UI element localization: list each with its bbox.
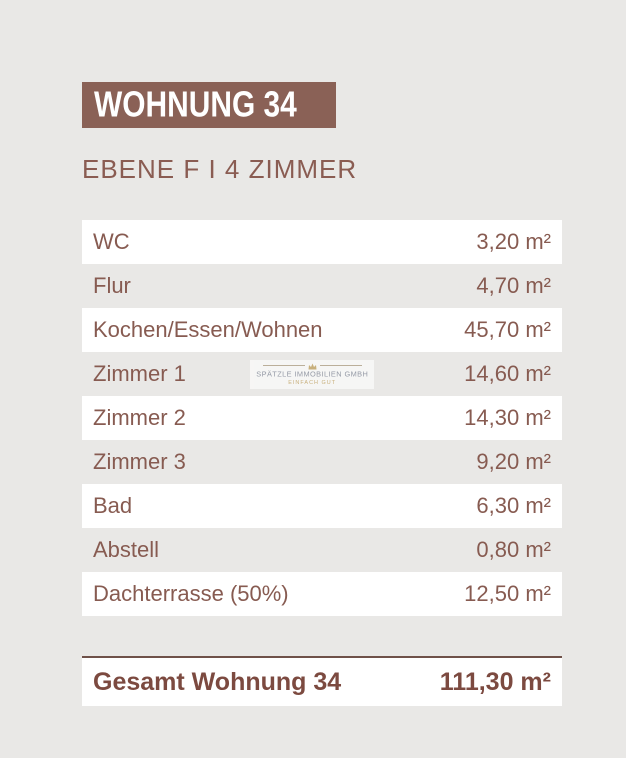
total-area-value: 111,30 m² xyxy=(439,667,551,696)
room-area-value: 4,70 m² xyxy=(476,273,551,298)
apartment-subtitle: EBENE F I 4 ZIMMER xyxy=(82,154,358,184)
room-area-value: 14,60 m² xyxy=(464,361,551,386)
room-area-table: WC 3,20 m² Flur 4,70 m² Kochen/Essen/Woh… xyxy=(82,220,562,616)
watermark-company-name: SPÄTZLE IMMOBILIEN GMBH xyxy=(256,369,368,379)
room-label: Flur xyxy=(93,273,131,298)
room-label: Zimmer 2 xyxy=(93,405,186,430)
room-label: Zimmer 3 xyxy=(93,449,186,474)
room-area-value: 6,30 m² xyxy=(476,493,551,518)
room-label: Bad xyxy=(93,493,133,518)
room-label: Kochen/Essen/Wohnen xyxy=(93,317,323,342)
table-row: Abstell 0,80 m² xyxy=(82,528,562,572)
table-row: WC 3,20 m² xyxy=(82,220,562,264)
table-row: Zimmer 1 14,60 m² xyxy=(82,352,562,396)
room-label: Abstell xyxy=(93,537,160,562)
table-row: Bad 6,30 m² xyxy=(82,484,562,528)
apartment-title: WOHNUNG 34 xyxy=(94,85,297,125)
crown-icon xyxy=(308,357,317,375)
page-content: WOHNUNG 34 EBENE F I 4 ZIMMER WC 3,20 m²… xyxy=(82,0,562,706)
table-row: Dachterrasse (50%) 12,50 m² xyxy=(82,572,562,616)
room-area-value: 14,30 m² xyxy=(464,405,551,430)
ornament-line xyxy=(262,365,305,366)
ornament-line xyxy=(319,365,362,366)
watermark-ornament xyxy=(250,362,374,369)
total-row: Gesamt Wohnung 34 111,30 m² xyxy=(82,658,562,706)
room-area-value: 45,70 m² xyxy=(464,317,551,342)
company-watermark: SPÄTZLE IMMOBILIEN GMBH EINFACH GUT xyxy=(250,360,374,389)
table-row: Flur 4,70 m² xyxy=(82,264,562,308)
room-area-value: 3,20 m² xyxy=(476,229,551,254)
room-area-value: 0,80 m² xyxy=(476,537,551,562)
total-divider-line xyxy=(82,656,562,658)
watermark-tagline: EINFACH GUT xyxy=(288,379,336,386)
room-label: Dachterrasse (50%) xyxy=(93,581,289,606)
room-label: Zimmer 1 xyxy=(93,361,186,386)
room-area-value: 9,20 m² xyxy=(476,449,551,474)
table-row: Zimmer 2 14,30 m² xyxy=(82,396,562,440)
table-row: Kochen/Essen/Wohnen 45,70 m² xyxy=(82,308,562,352)
total-label: Gesamt Wohnung 34 xyxy=(93,667,342,696)
table-row: Zimmer 3 9,20 m² xyxy=(82,440,562,484)
room-label: WC xyxy=(93,229,130,254)
apartment-title-badge: WOHNUNG 34 xyxy=(82,82,337,128)
room-area-value: 12,50 m² xyxy=(464,581,551,606)
